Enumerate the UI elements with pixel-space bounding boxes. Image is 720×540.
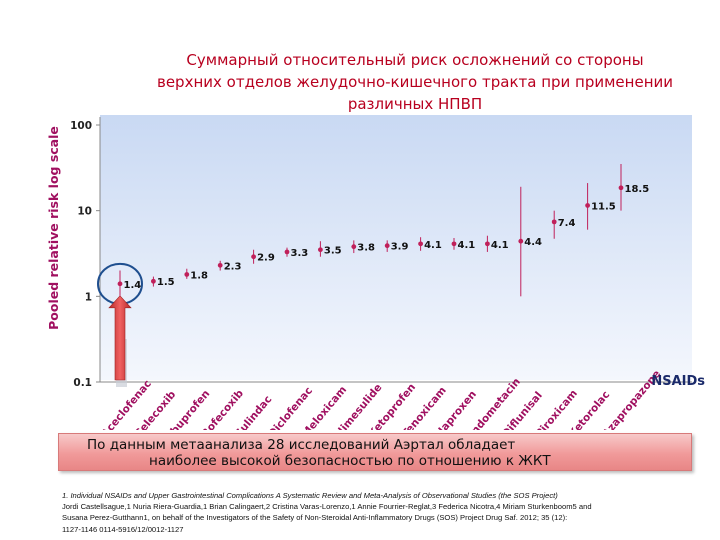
data-label: 3.3 (291, 248, 309, 259)
reference-text: 1. Individual NSAIDs and Upper Gastroint… (62, 490, 702, 535)
data-label: 4.1 (491, 240, 509, 251)
relative-risk-chart: 100 10 1 0.1 1.4 1.5 1.8 2.3 2.9 3.3 3.5 3.8 3.9 4.1… (46, 115, 705, 430)
chart-title: Суммарный относительный риск осложнений … (120, 49, 710, 115)
data-label: 2.9 (257, 253, 275, 264)
chart-title-line-1: Суммарный относительный риск осложнений … (186, 51, 644, 69)
data-label: 3.9 (391, 242, 409, 253)
data-point (518, 238, 524, 244)
data-point (251, 254, 256, 260)
reference-line-2: Jordi Castellsague,1 Nuria Riera-Guardia… (62, 502, 592, 512)
y-tick-label: 1 (85, 291, 92, 303)
data-label: 11.5 (591, 201, 616, 212)
conclusion-line-2: наиболее высокой безопасностью по отноше… (149, 453, 551, 469)
data-point (351, 244, 357, 250)
data-label: 1.4 (124, 280, 142, 291)
data-point (384, 243, 390, 249)
reference-line-3: Susana Perez-Gutthann1, on behalf of the… (62, 513, 568, 523)
data-point (418, 241, 423, 247)
data-point (117, 281, 123, 287)
chart-title-line-2: верхних отделов желудочно-кишечного трак… (156, 73, 674, 91)
data-label: 1.8 (190, 270, 208, 281)
highlight-arrow (108, 295, 132, 381)
data-label: 1.5 (157, 277, 175, 288)
data-label: 4.1 (458, 240, 476, 251)
data-label: 4.4 (524, 237, 542, 248)
y-tick-label: 10 (77, 206, 92, 218)
reference-line-1: 1. Individual NSAIDs and Upper Gastroint… (62, 491, 558, 500)
data-label: 2.3 (224, 261, 242, 272)
data-point (451, 241, 457, 247)
y-tick-label: 100 (70, 120, 92, 132)
data-label: 3.8 (357, 243, 375, 254)
data-label: 7.4 (558, 218, 576, 229)
data-label: 4.1 (424, 240, 442, 251)
data-point (217, 262, 223, 268)
chart-title-line-3: различных НПВП (347, 95, 483, 113)
data-point (585, 203, 590, 208)
data-point (284, 249, 290, 255)
y-tick-label: 0.1 (73, 377, 92, 389)
data-point (618, 185, 624, 191)
conclusion-line-1: По данным метаанализа 28 исследований Аэ… (87, 437, 516, 453)
data-point (551, 219, 557, 225)
data-point (485, 241, 490, 247)
plot-area (100, 115, 692, 380)
data-point (151, 278, 156, 284)
data-point (318, 247, 323, 253)
reference-line-4: 1127-1146 0114-5916/12/0012-1127 (62, 524, 184, 534)
conclusion-banner: По данным метаанализа 28 исследований Аэ… (58, 433, 692, 471)
y-axis-label: Pooled relative risk log scale (46, 126, 61, 330)
x-axis-label: NSAIDs (651, 374, 705, 389)
data-point (184, 272, 190, 277)
data-label: 3.5 (324, 246, 342, 257)
data-label: 18.5 (625, 184, 650, 195)
